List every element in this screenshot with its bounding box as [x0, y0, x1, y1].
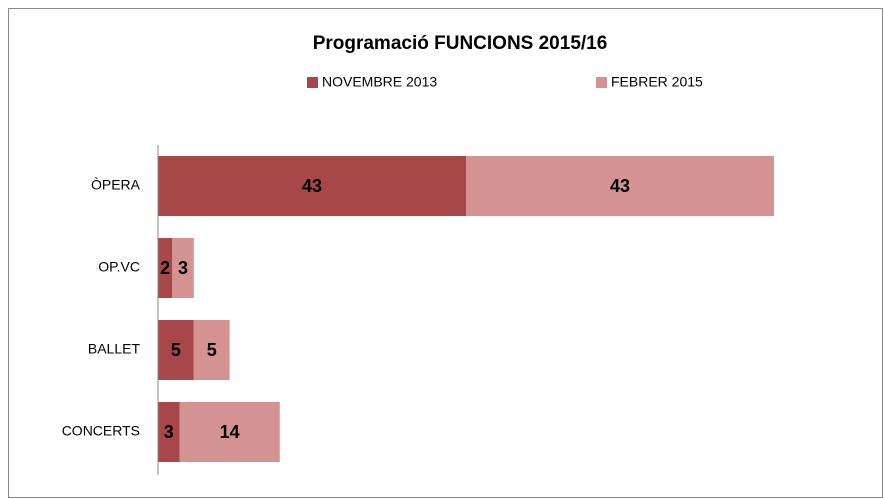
category-label: ÒPERA [91, 177, 141, 193]
bar-segment [466, 156, 774, 216]
category-label: CONCERTS [62, 423, 140, 439]
chart-title: Programació FUNCIONS 2015/16 [313, 33, 608, 54]
value-label: 43 [610, 176, 630, 196]
bar-segment [158, 402, 180, 462]
legend-swatch [307, 77, 318, 88]
bar-segment [172, 238, 194, 298]
bar-segment [158, 156, 466, 216]
value-label: 5 [171, 340, 181, 360]
legend-label: NOVEMBRE 2013 [322, 74, 437, 90]
value-label: 14 [220, 422, 240, 442]
bar-segment [158, 238, 173, 298]
bar-segment [158, 320, 194, 380]
value-label: 3 [164, 422, 174, 442]
value-label: 43 [302, 176, 322, 196]
value-label: 3 [178, 258, 188, 278]
legend-swatch [596, 77, 607, 88]
category-label: BALLET [88, 341, 141, 357]
value-label: 2 [160, 258, 170, 278]
bar-segment [193, 320, 230, 380]
bar-segment [179, 402, 280, 462]
category-label: OP.VC [98, 259, 140, 275]
chart-border [8, 8, 883, 498]
legend-label: FEBRER 2015 [611, 74, 703, 90]
value-label: 5 [207, 340, 217, 360]
